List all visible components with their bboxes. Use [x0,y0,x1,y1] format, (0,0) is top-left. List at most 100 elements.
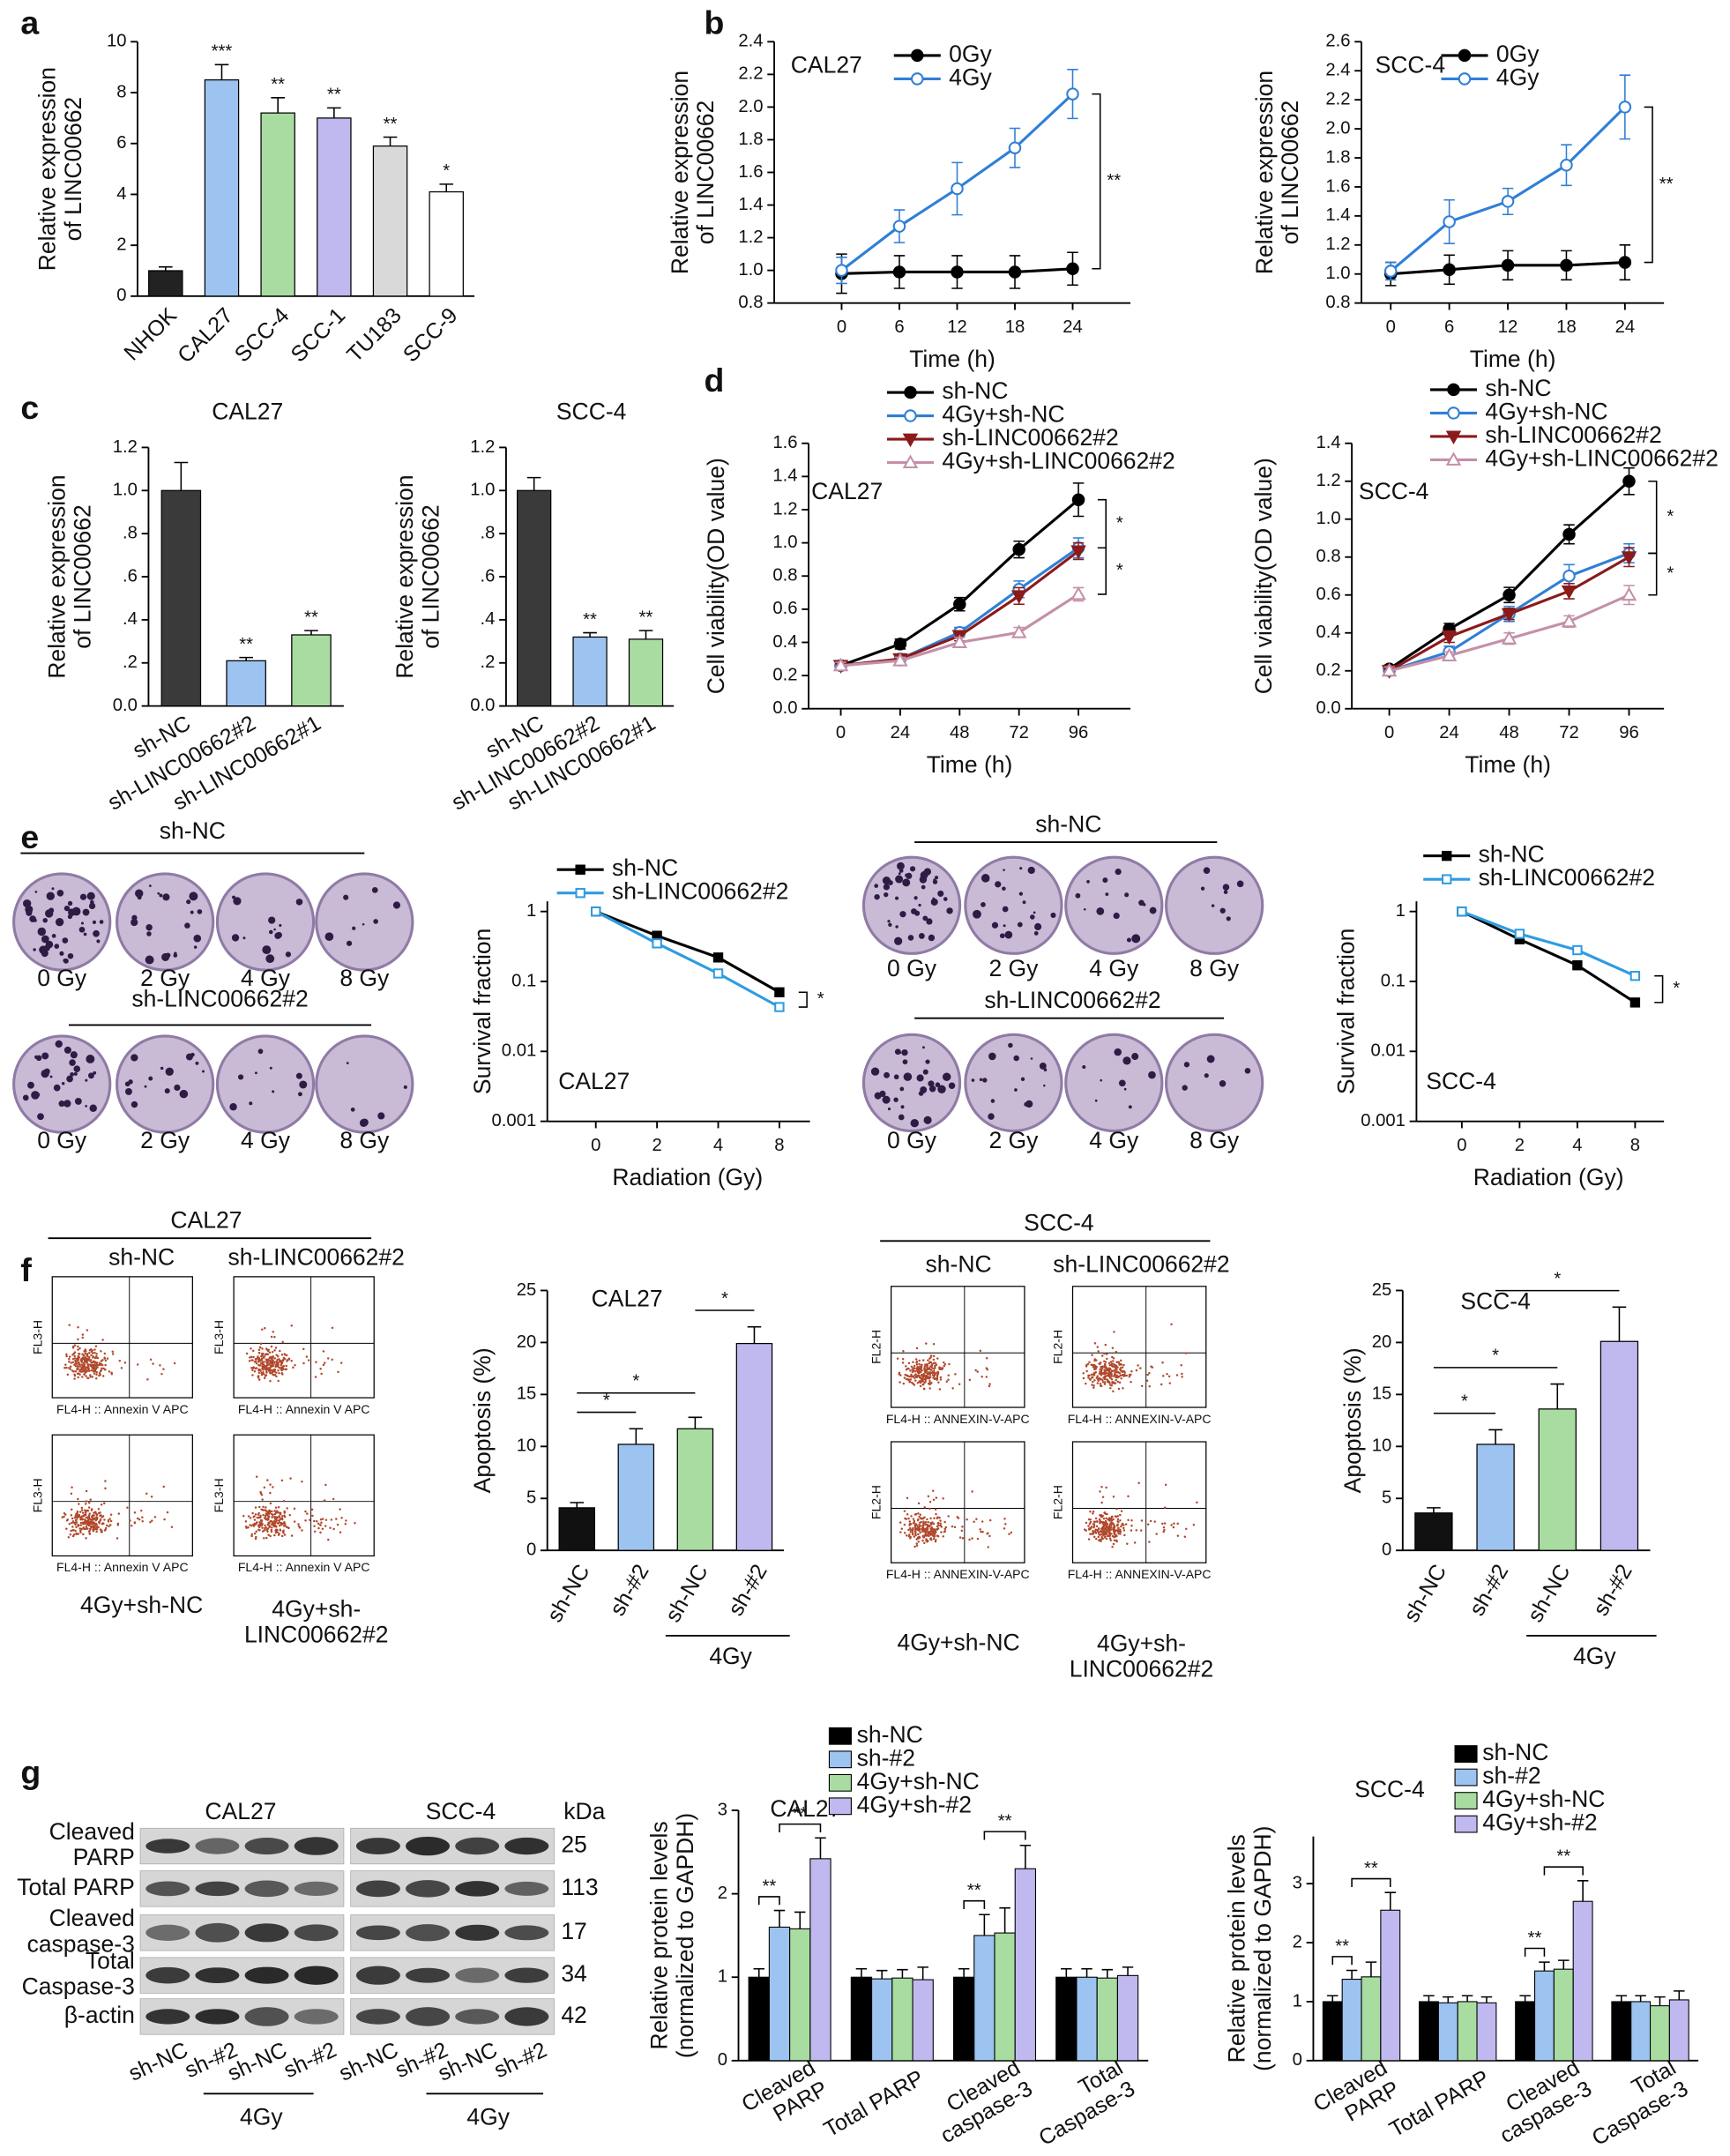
comparison-label: * [1492,1347,1499,1366]
flow-dot [1185,1527,1188,1531]
flow-dot [153,1516,157,1518]
colony [148,1076,153,1081]
flow-dot [1112,1496,1115,1498]
colony [265,954,275,964]
flow-dot [1115,1508,1118,1511]
row-label: 4Gy+sh-LINC00662#2 [244,1595,389,1647]
colony [1082,1064,1086,1069]
flow-dot [918,1362,921,1366]
bar [628,638,664,707]
flow-dot [262,1373,265,1376]
flow-dot [136,1363,139,1366]
flow-dot [932,1537,936,1541]
colony [926,918,933,925]
bar [1014,1868,1037,2062]
flow-dot [244,1526,248,1528]
point [1458,72,1472,86]
point [1561,585,1577,600]
colony [1075,892,1081,899]
flow-dot [273,1349,276,1352]
flow-dot [332,1497,335,1501]
x-tick-label: NHOK [119,302,182,365]
flow-dot [1112,1369,1115,1373]
kda-label: 17 [561,1918,586,1944]
kda-label: 25 [561,1831,586,1858]
row-label: 4Gy+sh-NC [897,1629,1019,1655]
x-tick-label: 24 [1439,723,1459,742]
flow-dot [270,1357,273,1360]
flow-plot [1071,1441,1207,1563]
error-bar [917,1966,928,1981]
bar [372,145,408,297]
flow-dot [272,1522,275,1525]
flow-dot [1139,1529,1143,1532]
colony [179,1089,189,1099]
flow-dot [1180,1364,1183,1367]
kda-label: 42 [561,2002,586,2028]
flow-dot [106,1357,109,1360]
flow-dot [288,1513,292,1517]
error-bar [1423,1995,1435,2002]
flow-dot [265,1347,268,1350]
flow-dot [93,1517,96,1519]
legend-label: sh-#2 [1482,1763,1540,1789]
flow-plot [233,1276,375,1399]
legend-label: sh-LINC00662#2 [942,424,1118,451]
flow-dot [108,1525,110,1528]
flow-dot [937,1521,940,1525]
flow-dot [104,1363,107,1367]
point [951,182,964,196]
flow-dot [259,1342,263,1346]
flow-dot [1173,1522,1175,1526]
flow-dot [904,1365,907,1368]
flow-dot [79,1516,83,1518]
flow-dot [272,1331,275,1333]
flow-dot [1107,1525,1111,1527]
flow-dot [1098,1362,1100,1365]
flow-dot [1098,1376,1100,1380]
flow-dot [928,1538,932,1541]
flow-dot [915,1347,919,1350]
text-line: LINC00662#2 [1070,1655,1214,1682]
flow-dot [922,1372,925,1376]
colony [979,1078,983,1082]
colony [27,1081,34,1089]
flow-dot [937,1381,940,1384]
flow-dot [1088,1361,1091,1364]
y-tick-label: 0 [718,2050,727,2070]
flow-dot [255,1360,257,1362]
flow-dot [280,1363,283,1367]
flow-dot [287,1358,291,1361]
flow-dot [86,1376,89,1380]
flow-dot [912,1367,915,1369]
flow-dot [272,1486,274,1488]
flow-dot [85,1489,88,1493]
flow-dot [1181,1372,1183,1376]
flow-dot [100,1529,103,1532]
flow-dot [278,1516,281,1518]
colony [1126,937,1131,943]
colony [189,891,198,901]
flow-dot [71,1520,75,1523]
group-label: sh-NC [160,817,226,844]
error-bar [383,136,398,146]
plate [215,1034,316,1134]
flow-dot [97,1363,100,1367]
flow-dot [93,1511,95,1514]
flow-dot [924,1520,928,1524]
flow-dot [93,1521,95,1524]
colony [1013,1055,1019,1062]
dose-label: 2 Gy [988,955,1039,981]
flow-dot [1110,1364,1114,1368]
flow-dot [95,1516,98,1518]
flow-dot [1117,1526,1120,1530]
flow-dot [281,1373,284,1376]
flow-dot [1093,1358,1097,1361]
flow-dot [926,1533,929,1537]
colony [925,1059,930,1064]
flow-dot [330,1518,333,1521]
colony [130,918,138,927]
y-tick-label: 20 [1372,1332,1392,1352]
point [1066,87,1079,101]
y-tick-label: 0.8 [1325,293,1350,312]
